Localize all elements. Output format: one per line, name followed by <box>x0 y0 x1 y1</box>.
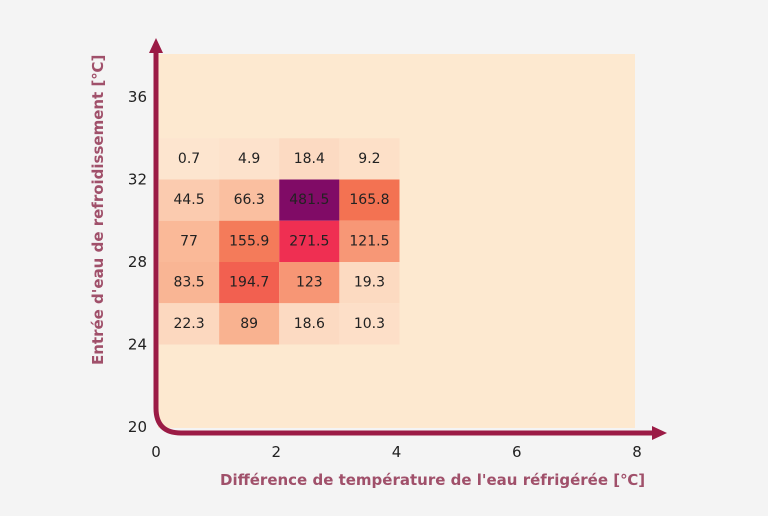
heatmap-cells <box>159 138 400 345</box>
y-axis-title: Entrée d'eau de refroidissement [℃] <box>89 55 107 365</box>
cell-value-label: 123 <box>296 275 323 291</box>
x-tick-label: 0 <box>151 443 161 461</box>
cell-value-label: 18.4 <box>294 151 325 167</box>
cell-value-label: 194.7 <box>229 275 269 291</box>
x-tick-label: 6 <box>512 443 522 461</box>
heatmap-cell <box>159 138 220 180</box>
axis-lines <box>153 50 655 436</box>
heatmap-cell <box>339 220 400 262</box>
cell-value-label: 0.7 <box>178 151 200 167</box>
x-tick-label: 4 <box>392 443 402 461</box>
heatmap-cell <box>219 138 280 180</box>
heatmap-cell <box>279 138 340 180</box>
y-tick-label: 36 <box>128 88 147 106</box>
y-tick-labels: 20 24 28 32 36 <box>128 88 147 436</box>
cell-value-label: 44.5 <box>173 192 204 208</box>
x-axis-arrow-icon <box>652 426 667 440</box>
y-tick-label: 32 <box>128 171 147 189</box>
heatmap-cell <box>339 138 400 180</box>
x-tick-label: 2 <box>271 443 281 461</box>
heatmap-cell <box>159 220 220 262</box>
heatmap-cell <box>339 262 400 304</box>
cell-value-label: 155.9 <box>229 233 269 249</box>
cell-value-label: 10.3 <box>354 316 385 332</box>
heatmap-cell <box>339 179 400 221</box>
heatmap-cell <box>279 303 340 345</box>
x-tick-labels: 0 2 4 6 8 <box>151 443 642 461</box>
cell-value-label: 18.6 <box>294 316 325 332</box>
y-tick-label: 20 <box>128 418 147 436</box>
heatmap-cell <box>159 179 220 221</box>
cell-value-label: 121.5 <box>349 233 389 249</box>
heatmap-cell <box>279 262 340 304</box>
y-axis-arrow-icon <box>149 38 163 53</box>
heatmap-cell <box>219 220 280 262</box>
cell-value-label: 83.5 <box>173 275 204 291</box>
cell-value-label: 271.5 <box>289 233 329 249</box>
heatmap-cell <box>159 262 220 304</box>
heatmap-cell <box>339 303 400 345</box>
cell-value-label: 66.3 <box>234 192 265 208</box>
cell-value-label: 22.3 <box>173 316 204 332</box>
cell-value-label: 481.5 <box>289 192 329 208</box>
heatmap-cell <box>219 262 280 304</box>
heatmap-cell <box>279 220 340 262</box>
cell-value-label: 165.8 <box>349 192 389 208</box>
heatmap-cell <box>279 179 340 221</box>
heatmap-cell <box>219 179 280 221</box>
heatmap-cell-labels: 0.7 4.9 18.4 9.2 44.5 66.3 481.5 165.8 77 155.9 27… <box>173 151 389 332</box>
cell-value-label: 4.9 <box>238 151 260 167</box>
y-tick-label: 24 <box>128 336 147 354</box>
cell-value-label: 77 <box>180 233 198 249</box>
cell-value-label: 19.3 <box>354 275 385 291</box>
x-axis-title: Différence de température de l'eau réfri… <box>220 471 645 489</box>
cell-value-label: 89 <box>240 316 258 332</box>
heatmap-cell <box>159 303 220 345</box>
y-tick-label: 28 <box>128 253 147 271</box>
cell-value-label: 9.2 <box>358 151 380 167</box>
x-tick-label: 8 <box>632 443 642 461</box>
heatmap-cell <box>219 303 280 345</box>
